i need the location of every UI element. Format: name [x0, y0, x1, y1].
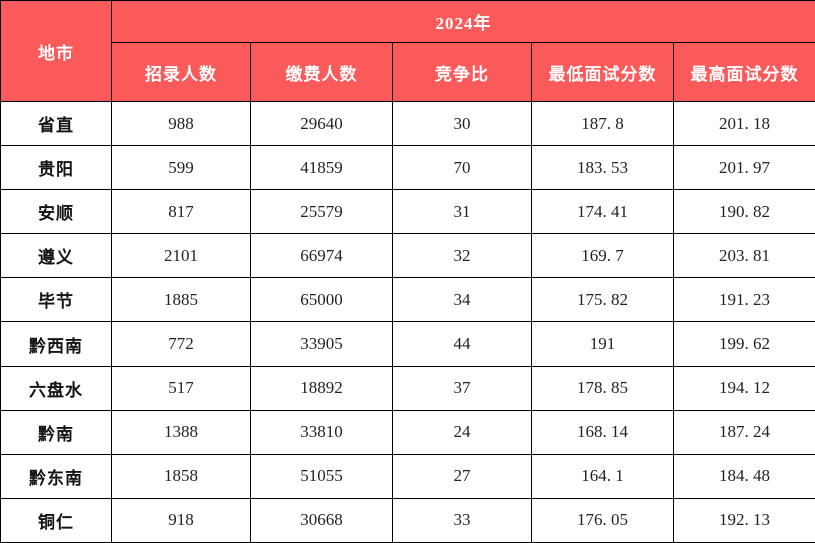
table-row: 黔南 1388 33810 24 168. 14 187. 24 — [0, 409, 815, 455]
value-cell: 918 — [111, 497, 251, 543]
value-cell: 194. 12 — [672, 365, 815, 411]
value-cell: 66974 — [250, 233, 393, 279]
table-row: 黔东南 1858 51055 27 164. 1 184. 48 — [0, 453, 815, 499]
value-cell: 599 — [111, 145, 251, 191]
value-cell: 817 — [111, 189, 251, 235]
value-cell: 25579 — [250, 189, 393, 235]
value-cell: 34 — [392, 277, 532, 323]
value-cell: 772 — [111, 321, 251, 367]
value-cell: 191. 23 — [672, 277, 815, 323]
value-cell: 175. 82 — [531, 277, 674, 323]
value-cell: 30 — [392, 100, 532, 147]
value-cell: 187. 8 — [531, 100, 674, 147]
table-row: 铜仁 918 30668 33 176. 05 192. 13 — [0, 497, 815, 543]
value-cell: 51055 — [250, 453, 393, 499]
table-row: 遵义 2101 66974 32 169. 7 203. 81 — [0, 233, 815, 279]
value-cell: 30668 — [250, 497, 393, 543]
value-cell: 201. 97 — [672, 145, 815, 191]
region-cell: 毕节 — [0, 277, 112, 323]
value-cell: 192. 13 — [672, 497, 815, 543]
region-cell: 省直 — [0, 100, 112, 147]
value-cell: 29640 — [250, 100, 393, 147]
column-header-min-interview-score: 最低面试分数 — [531, 42, 674, 102]
value-cell: 18892 — [250, 365, 393, 411]
value-cell: 164. 1 — [531, 453, 674, 499]
column-header-payment-count: 缴费人数 — [250, 42, 393, 102]
header-row-columns: 招录人数 缴费人数 竞争比 最低面试分数 最高面试分数 — [1, 42, 815, 102]
value-cell: 169. 7 — [531, 233, 674, 279]
table-row: 安顺 817 25579 31 174. 41 190. 82 — [0, 189, 815, 235]
value-cell: 988 — [111, 100, 251, 147]
value-cell: 199. 62 — [672, 321, 815, 367]
table-row: 六盘水 517 18892 37 178. 85 194. 12 — [0, 365, 815, 411]
region-cell: 铜仁 — [0, 497, 112, 543]
value-cell: 37 — [392, 365, 532, 411]
header-cell-year: 2024年 — [110, 0, 815, 43]
value-cell: 183. 53 — [531, 145, 674, 191]
value-cell: 31 — [392, 189, 532, 235]
value-cell: 27 — [392, 453, 532, 499]
table-row: 省直 988 29640 30 187. 8 201. 18 — [0, 100, 815, 147]
value-cell: 70 — [392, 145, 532, 191]
value-cell: 190. 82 — [672, 189, 815, 235]
value-cell: 2101 — [111, 233, 251, 279]
value-cell: 33905 — [250, 321, 393, 367]
header-cell-region: 地市 — [0, 0, 112, 102]
region-cell: 贵阳 — [0, 145, 112, 191]
value-cell: 41859 — [250, 145, 393, 191]
table-row: 贵阳 599 41859 70 183. 53 201. 97 — [0, 145, 815, 191]
value-cell: 168. 14 — [531, 409, 674, 455]
region-cell: 黔东南 — [0, 453, 112, 499]
value-cell: 1885 — [111, 277, 251, 323]
region-cell: 黔西南 — [0, 321, 112, 367]
header-row-year: 地市 2024年 — [0, 0, 815, 102]
value-cell: 201. 18 — [672, 100, 815, 147]
value-cell: 33 — [392, 497, 532, 543]
value-cell: 191 — [531, 321, 674, 367]
table-row: 毕节 1885 65000 34 175. 82 191. 23 — [0, 277, 815, 323]
value-cell: 178. 85 — [531, 365, 674, 411]
value-cell: 176. 05 — [531, 497, 674, 543]
table-row: 黔西南 772 33905 44 191 199. 62 — [0, 321, 815, 367]
value-cell: 44 — [392, 321, 532, 367]
region-cell: 黔南 — [0, 409, 112, 455]
value-cell: 1858 — [111, 453, 251, 499]
value-cell: 1388 — [111, 409, 251, 455]
value-cell: 24 — [392, 409, 532, 455]
value-cell: 184. 48 — [672, 453, 815, 499]
value-cell: 32 — [392, 233, 532, 279]
value-cell: 187. 24 — [672, 409, 815, 455]
region-cell: 安顺 — [0, 189, 112, 235]
region-cell: 六盘水 — [0, 365, 112, 411]
value-cell: 203. 81 — [672, 233, 815, 279]
region-cell: 遵义 — [0, 233, 112, 279]
value-cell: 517 — [111, 365, 251, 411]
column-header-recruit-count: 招录人数 — [111, 42, 251, 102]
value-cell: 65000 — [250, 277, 393, 323]
column-header-max-interview-score: 最高面试分数 — [672, 42, 815, 102]
column-header-competition-ratio: 竞争比 — [392, 42, 532, 102]
value-cell: 33810 — [250, 409, 393, 455]
value-cell: 174. 41 — [531, 189, 674, 235]
